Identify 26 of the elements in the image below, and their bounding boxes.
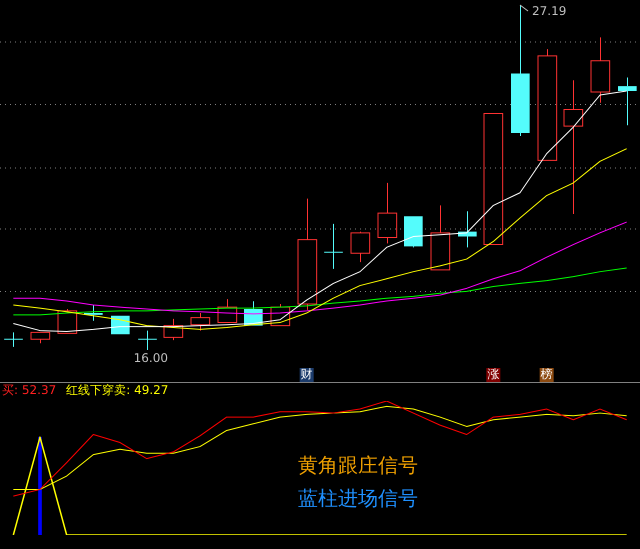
candlestick (430, 204, 450, 270)
text: 涨 (487, 367, 500, 382)
candlestick (618, 76, 637, 126)
annotation: 27.19 (532, 4, 566, 18)
text: 榜 (540, 367, 553, 382)
candlestick (538, 48, 558, 161)
candlestick (564, 80, 584, 215)
candlestick (590, 36, 610, 104)
candlestick (298, 198, 318, 310)
candlestick (350, 231, 370, 263)
candlestick (378, 182, 398, 244)
annotation: 蓝柱进场信号 (298, 486, 418, 510)
candlestick (138, 330, 158, 350)
text: 买: 52.37 (2, 383, 56, 398)
text: 16.00 (134, 351, 168, 366)
candlestick (164, 318, 184, 341)
candlestick (511, 4, 530, 137)
text: 红线下穿卖: 49.27 (66, 383, 168, 398)
candlestick (4, 332, 24, 348)
annotation: 黄角跟庄信号 (298, 453, 418, 478)
text: 财 (300, 367, 313, 382)
candlestick (218, 298, 238, 324)
candlestick (404, 216, 423, 248)
candlestick (84, 304, 103, 322)
candlestick (190, 312, 210, 332)
candlestick (324, 223, 344, 270)
